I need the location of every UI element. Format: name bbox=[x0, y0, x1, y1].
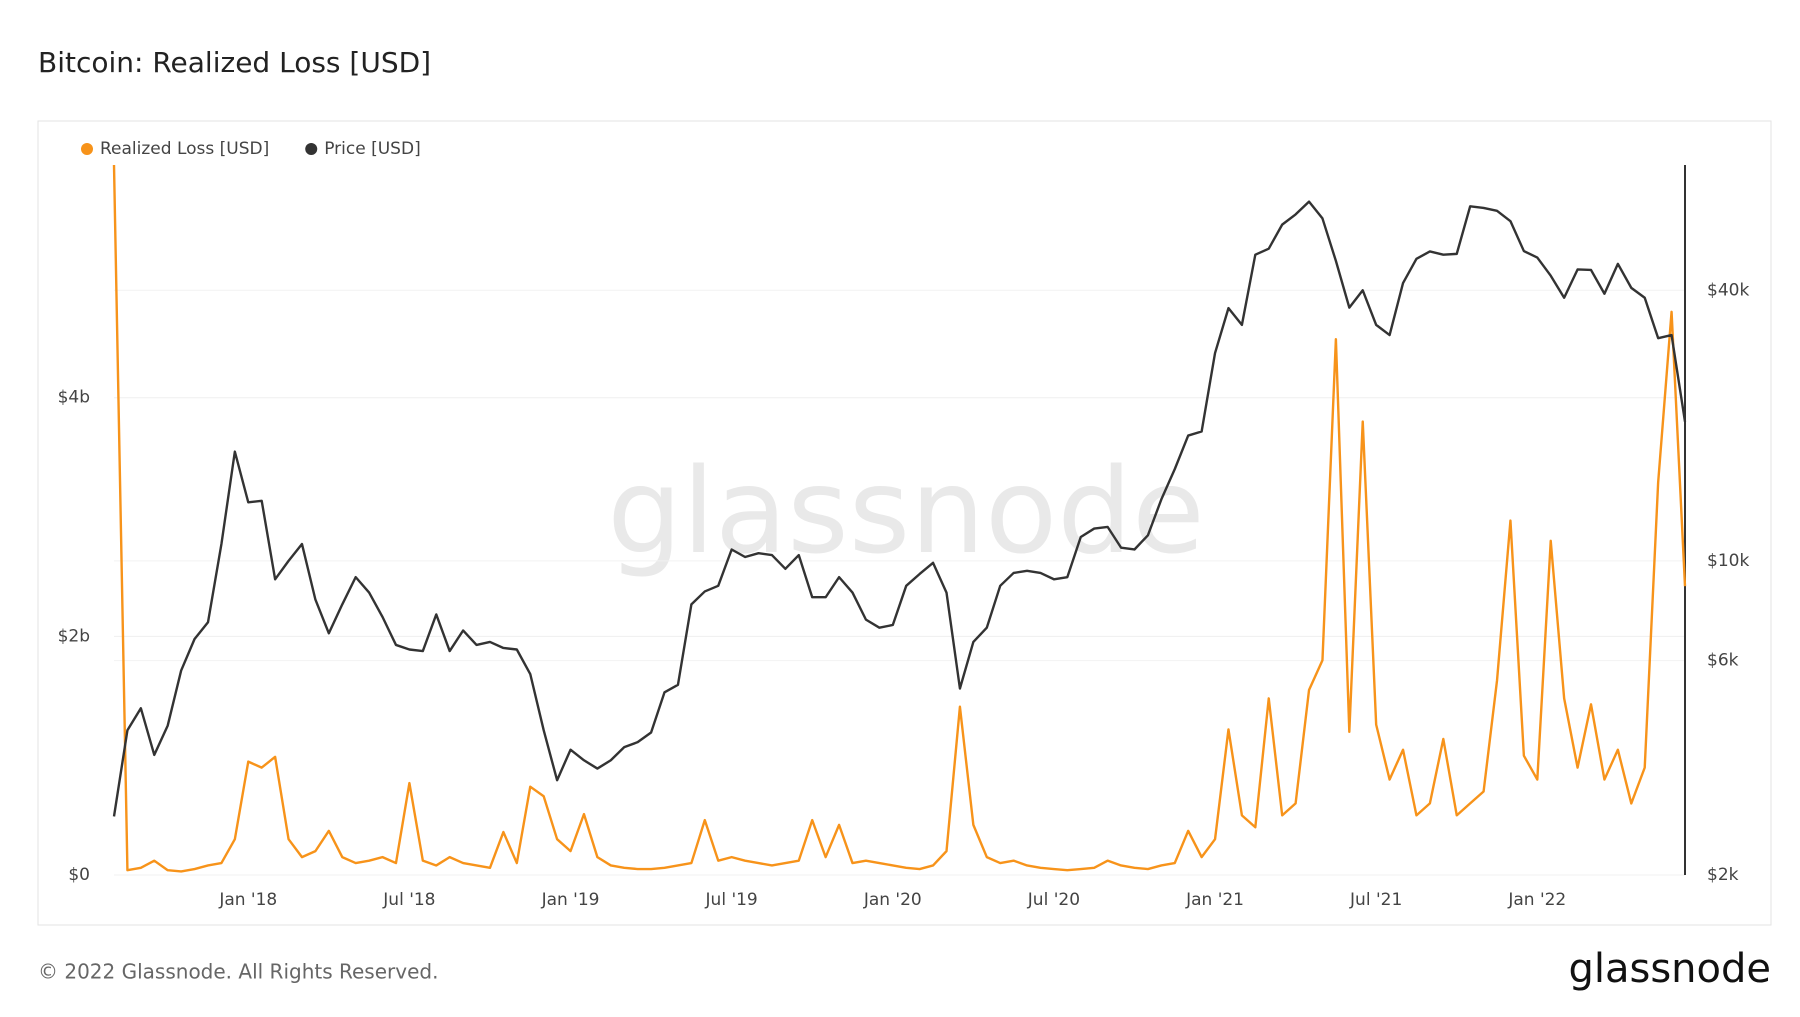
x-tick-label: Jul '20 bbox=[1027, 890, 1080, 910]
x-tick-label: Jul '19 bbox=[705, 890, 758, 910]
x-tick-label: Jan '19 bbox=[541, 890, 600, 910]
x-tick-label: Jul '21 bbox=[1349, 890, 1402, 910]
x-tick-label: Jan '22 bbox=[1507, 890, 1566, 910]
series-line bbox=[112, 200, 1687, 817]
x-tick-label: Jan '21 bbox=[1185, 890, 1244, 910]
legend-marker[interactable] bbox=[81, 143, 93, 155]
y2-tick-label: $10k bbox=[1707, 551, 1749, 571]
watermark: glassnode bbox=[607, 442, 1204, 580]
y-tick-label: $0 bbox=[68, 865, 90, 885]
y2-tick-label: $6k bbox=[1707, 651, 1739, 671]
x-tick-label: Jan '18 bbox=[218, 890, 277, 910]
legend-marker[interactable] bbox=[305, 143, 318, 155]
series-line bbox=[112, 164, 1687, 873]
legend-label[interactable]: Realized Loss [USD] bbox=[100, 139, 269, 159]
chart-frame bbox=[37, 120, 1772, 926]
y2-tick-label: $2k bbox=[1707, 865, 1739, 885]
chart-title: Bitcoin: Realized Loss [USD] bbox=[38, 46, 431, 79]
y2-tick-label: $40k bbox=[1707, 280, 1749, 300]
x-tick-label: Jul '18 bbox=[382, 890, 435, 910]
x-tick-label: Jan '20 bbox=[863, 890, 922, 910]
y-tick-label: $4b bbox=[58, 388, 90, 408]
copyright: © 2022 Glassnode. All Rights Reserved. bbox=[38, 960, 438, 984]
y-tick-label: $2b bbox=[58, 626, 90, 646]
legend-label[interactable]: Price [USD] bbox=[324, 139, 420, 159]
logo: glassnode bbox=[1568, 946, 1771, 992]
